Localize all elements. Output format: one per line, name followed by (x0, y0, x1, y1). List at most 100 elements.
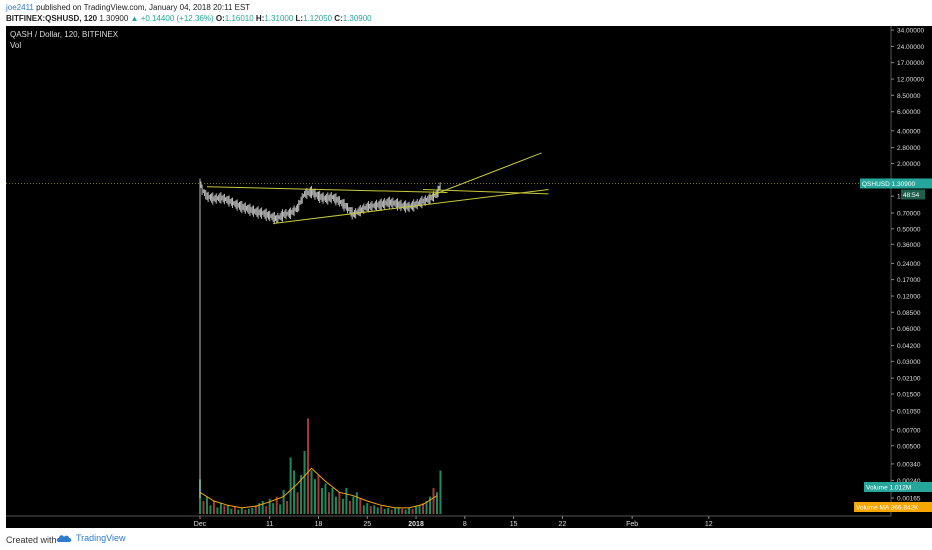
published-text: published on TradingView.com, January 04… (36, 3, 251, 12)
time-tick-label: 2018 (408, 521, 424, 528)
author-link[interactable]: joe2411 (6, 3, 34, 12)
volume-bar (310, 470, 313, 514)
volume-bar (303, 450, 306, 514)
price-label-tag: QSHUSD 1.30900 (860, 178, 932, 189)
volume-bar (369, 506, 372, 514)
volume-bar (226, 505, 229, 514)
volume-bar (390, 509, 393, 514)
publish-line: joe2411 published on TradingView.com, Ja… (6, 2, 250, 13)
countdown-bg (901, 189, 925, 200)
price-tick-label: 0.70000 (897, 210, 921, 217)
volume-bar (401, 508, 404, 514)
plot-background[interactable] (6, 26, 891, 516)
volume-bar (439, 470, 442, 514)
low-label: L: (295, 14, 304, 23)
volume-bar (244, 509, 247, 514)
volume-ma-line (199, 467, 438, 509)
volume-tag-text: Volume 1.012M (866, 485, 911, 492)
volume-bar (230, 508, 233, 514)
axis-tags: QSHUSD 1.30900 48:54 Volume 1.012M Volume M… (854, 178, 932, 512)
high-value: 1.31000 (264, 14, 294, 23)
time-tick-label: 11 (266, 521, 273, 528)
volume-bar (202, 500, 205, 514)
volume-bar (376, 507, 379, 514)
price-label-tag-text: QSHUSD 1.30900 (862, 181, 915, 188)
volume-ma-tag-bg (854, 502, 932, 512)
time-tick-label: 12 (705, 521, 713, 528)
tradingview-brand[interactable]: TradingView (56, 533, 126, 543)
time-axis-panel[interactable] (6, 516, 891, 528)
volume-bar (338, 492, 341, 514)
price-tick-label: 0.36000 (897, 242, 921, 249)
volume-bar (341, 498, 344, 514)
volume-bar (289, 457, 292, 514)
price-tick-label: 0.24000 (897, 261, 921, 268)
high-label: H: (255, 14, 265, 23)
last-price: 1.30900 (99, 14, 129, 23)
volume-bar (296, 492, 299, 514)
price-axis-panel[interactable] (891, 26, 932, 528)
volume-bar (352, 496, 355, 514)
trendline-breakout-projection (429, 152, 542, 197)
volume-bar (380, 506, 383, 514)
price-tick-label: 0.01050 (897, 408, 921, 415)
chart-canvas[interactable]: QASH / Dollar, 120, BITFINEX Vol 34.0000… (0, 26, 932, 528)
volume-bar (327, 492, 330, 514)
volume-bar (320, 487, 323, 514)
ohlc-line: BITFINEX:QSHUSD, 120 1.30900 ▲ +0.14400 … (6, 13, 372, 24)
volume-bar (212, 500, 215, 514)
price-axis-ticks: 34.00000 24.00000 17.00000 12.00000 8.50000 6… (891, 28, 924, 503)
volume-bar (265, 506, 268, 514)
volume-bar (345, 487, 348, 514)
volume-bar (355, 492, 358, 514)
volume-bar (282, 490, 285, 514)
volume-bar (394, 508, 397, 514)
volume-bars (199, 418, 442, 514)
price-tick-label: 4.00000 (897, 128, 921, 135)
volume-bar (240, 507, 243, 514)
time-tick-label: Feb (626, 521, 638, 528)
created-with-text: Created with (6, 535, 57, 545)
volume-bar (404, 509, 407, 514)
volume-bar (279, 504, 282, 514)
price-tick-label: 0.50000 (897, 226, 921, 233)
volume-bar (223, 505, 226, 514)
volume-bar (324, 483, 327, 514)
open-value: 1.16010 (224, 14, 254, 23)
price-tick-label: 0.12000 (897, 294, 921, 301)
volume-bar (432, 487, 435, 514)
legend-title: QASH / Dollar, 120, BITFINEX (10, 30, 119, 39)
volume-bar (362, 505, 365, 514)
price-tick-label: 0.02100 (897, 376, 921, 383)
volume-bar (373, 505, 376, 514)
trendline-triangle-top (206, 186, 448, 194)
price-tick-label: 24.00000 (897, 44, 924, 51)
volume-bar (300, 474, 303, 514)
volume-bar (422, 503, 425, 514)
volume-legend: Vol (10, 41, 21, 50)
symbol-label: BITFINEX:QSHUSD, 120 (6, 14, 98, 23)
volume-bar (334, 496, 337, 514)
price-tick-label: 12.00000 (897, 77, 924, 84)
triangle-up-icon: ▲ (130, 14, 139, 23)
volume-ma-tag-text: Volume MA 366.842K (856, 505, 919, 512)
price-tick-label: 0.00165 (897, 496, 921, 503)
volume-bar (219, 503, 222, 514)
time-axis-ticks: Dec 11 18 25 2018 8 15 22 Feb 12 (194, 516, 713, 528)
volume-bar (408, 507, 411, 514)
time-tick-label: 8 (463, 521, 467, 528)
volume-bar (233, 506, 236, 514)
price-tick-label: 2.00000 (897, 161, 921, 168)
trendlines[interactable] (206, 152, 549, 224)
volume-bar (418, 505, 421, 514)
volume-bar (205, 496, 208, 514)
countdown-label: 48:54 (903, 192, 920, 199)
time-tick-label: Dec (194, 521, 207, 528)
volume-bar (383, 508, 386, 514)
price-tick-label: 6.00000 (897, 109, 921, 116)
volume-bar (387, 507, 390, 514)
price-tick-label: 34.00000 (897, 28, 924, 35)
volume-bar (261, 500, 264, 514)
volume-tag: Volume 1.012M (864, 482, 932, 492)
volume-bar (366, 503, 369, 514)
